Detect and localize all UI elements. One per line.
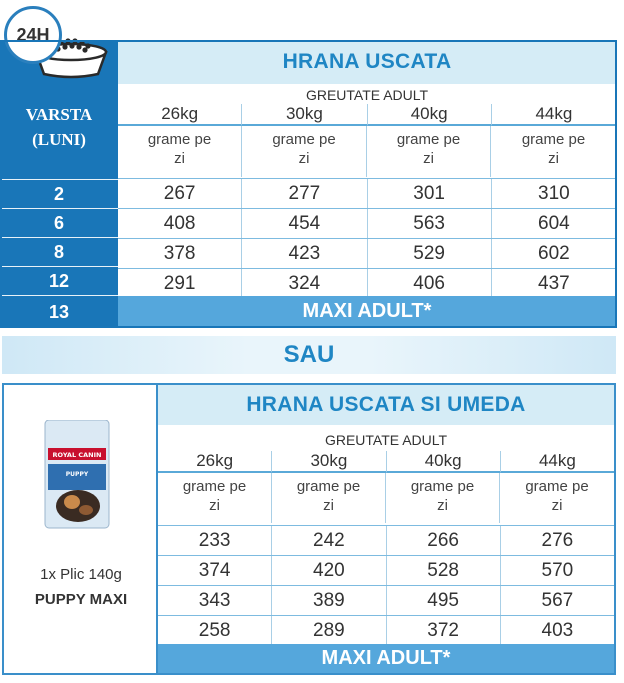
table-cell: 233 xyxy=(158,526,273,555)
table-cell: 301 xyxy=(368,179,492,208)
unit-label: grame pe zi xyxy=(158,473,272,523)
table-cell: 423 xyxy=(242,239,368,268)
top-table-header: HRANA USCATA xyxy=(118,40,616,86)
age-column: 2 6 8 12 13 xyxy=(0,40,118,327)
table-cell: 289 xyxy=(272,616,387,645)
table-row: 258 289 372 403 xyxy=(158,615,614,645)
weight-caption: GREUTATE ADULT xyxy=(305,87,429,103)
bottom-table-title: HRANA USCATA SI UMEDA xyxy=(246,393,526,416)
product-quantity: 1x Plic 140g xyxy=(40,566,122,583)
unit-label: grame pe zi xyxy=(272,473,386,523)
table-cell: 372 xyxy=(387,616,501,645)
weight-col-header: 40kg xyxy=(367,104,492,126)
weight-caption: GREUTATE ADULT xyxy=(324,432,448,448)
weight-col-header: 44kg xyxy=(500,451,614,473)
table-cell: 258 xyxy=(158,616,273,645)
bottom-panel-border xyxy=(2,383,616,675)
table-cell: 604 xyxy=(538,212,570,234)
age-cell: 13 xyxy=(0,295,118,328)
unit-label: grame pe zi xyxy=(386,473,500,523)
or-divider-label: SAU xyxy=(283,341,335,368)
table-cell: 403 xyxy=(541,619,574,641)
product-name: PUPPY MAXI xyxy=(34,591,128,608)
table-cell: 529 xyxy=(368,239,492,268)
table-row: 233 242 266 276 xyxy=(158,525,614,555)
unit-label: grame pe zi xyxy=(525,478,589,514)
weight-col-header: 40kg xyxy=(386,451,501,473)
table-cell: 420 xyxy=(272,556,387,585)
weight-col-header: 44kg xyxy=(491,104,616,126)
table-row: 291 324 406 437 xyxy=(118,268,616,298)
age-header-line1: VARSTA xyxy=(25,105,93,124)
table-cell: 324 xyxy=(242,269,368,298)
table-cell: 406 xyxy=(368,269,492,298)
top-table-title: HRANA USCATA xyxy=(282,50,452,73)
table-cell: 454 xyxy=(242,209,368,238)
or-divider: SAU xyxy=(2,336,616,374)
table-cell: 567 xyxy=(541,589,574,611)
table-cell: 310 xyxy=(538,182,570,204)
table-cell: 570 xyxy=(541,559,574,581)
table-row: 343 389 495 567 xyxy=(158,585,614,615)
table-cell: 378 xyxy=(118,239,243,268)
pouch-brand: ROYAL CANIN xyxy=(53,451,102,459)
pouch-product-image: ROYAL CANIN PUPPY xyxy=(44,420,110,529)
table-row: 267 277 301 310 xyxy=(118,178,616,208)
age-cell: 12 xyxy=(0,266,118,296)
table-row: 374 420 528 570 xyxy=(158,555,614,585)
table-cell: 389 xyxy=(272,586,387,615)
weight-col-header: 26kg xyxy=(158,451,273,473)
table-cell: 277 xyxy=(242,179,368,208)
weight-col-header: 30kg xyxy=(272,451,387,473)
age-cell: 6 xyxy=(0,208,118,238)
clock-icon: 24H xyxy=(4,6,62,64)
table-cell: 437 xyxy=(538,272,570,294)
bottom-footer-bar: MAXI ADULT* xyxy=(158,644,614,673)
table-row: 408 454 563 604 xyxy=(118,208,616,238)
table-cell: 408 xyxy=(118,209,243,238)
age-header: VARSTA (LUNI) xyxy=(0,102,118,152)
age-cell: 8 xyxy=(0,237,118,267)
top-footer-bar: MAXI ADULT* xyxy=(118,296,616,326)
table-cell: 267 xyxy=(118,179,243,208)
table-cell: 266 xyxy=(387,526,501,555)
table-row: 378 423 529 602 xyxy=(118,238,616,268)
age-header-line2: (LUNI) xyxy=(32,130,86,149)
top-data-table: 267 277 301 310 408 454 563 604 378 423 … xyxy=(118,178,616,298)
table-cell: 602 xyxy=(538,242,570,264)
table-cell: 495 xyxy=(387,586,501,615)
bottom-data-table: 233 242 266 276 374 420 528 570 343 389 … xyxy=(158,525,614,645)
table-cell: 276 xyxy=(541,529,574,551)
weight-col-header: 30kg xyxy=(242,104,368,126)
unit-label: grame pe zi xyxy=(242,126,367,177)
table-cell: 291 xyxy=(118,269,243,298)
unit-label: grame pe zi xyxy=(367,126,491,177)
table-cell: 374 xyxy=(158,556,273,585)
bottom-table-header: HRANA USCATA SI UMEDA xyxy=(158,385,614,427)
table-cell: 343 xyxy=(158,586,273,615)
table-cell: 242 xyxy=(272,526,387,555)
pouch-label: PUPPY xyxy=(66,471,89,478)
unit-label: grame pe zi xyxy=(118,126,242,177)
unit-label: grame pe zi xyxy=(521,131,586,167)
table-cell: 528 xyxy=(387,556,501,585)
weight-col-header: 26kg xyxy=(118,104,243,126)
table-cell: 563 xyxy=(368,209,492,238)
age-cell: 2 xyxy=(0,179,118,209)
